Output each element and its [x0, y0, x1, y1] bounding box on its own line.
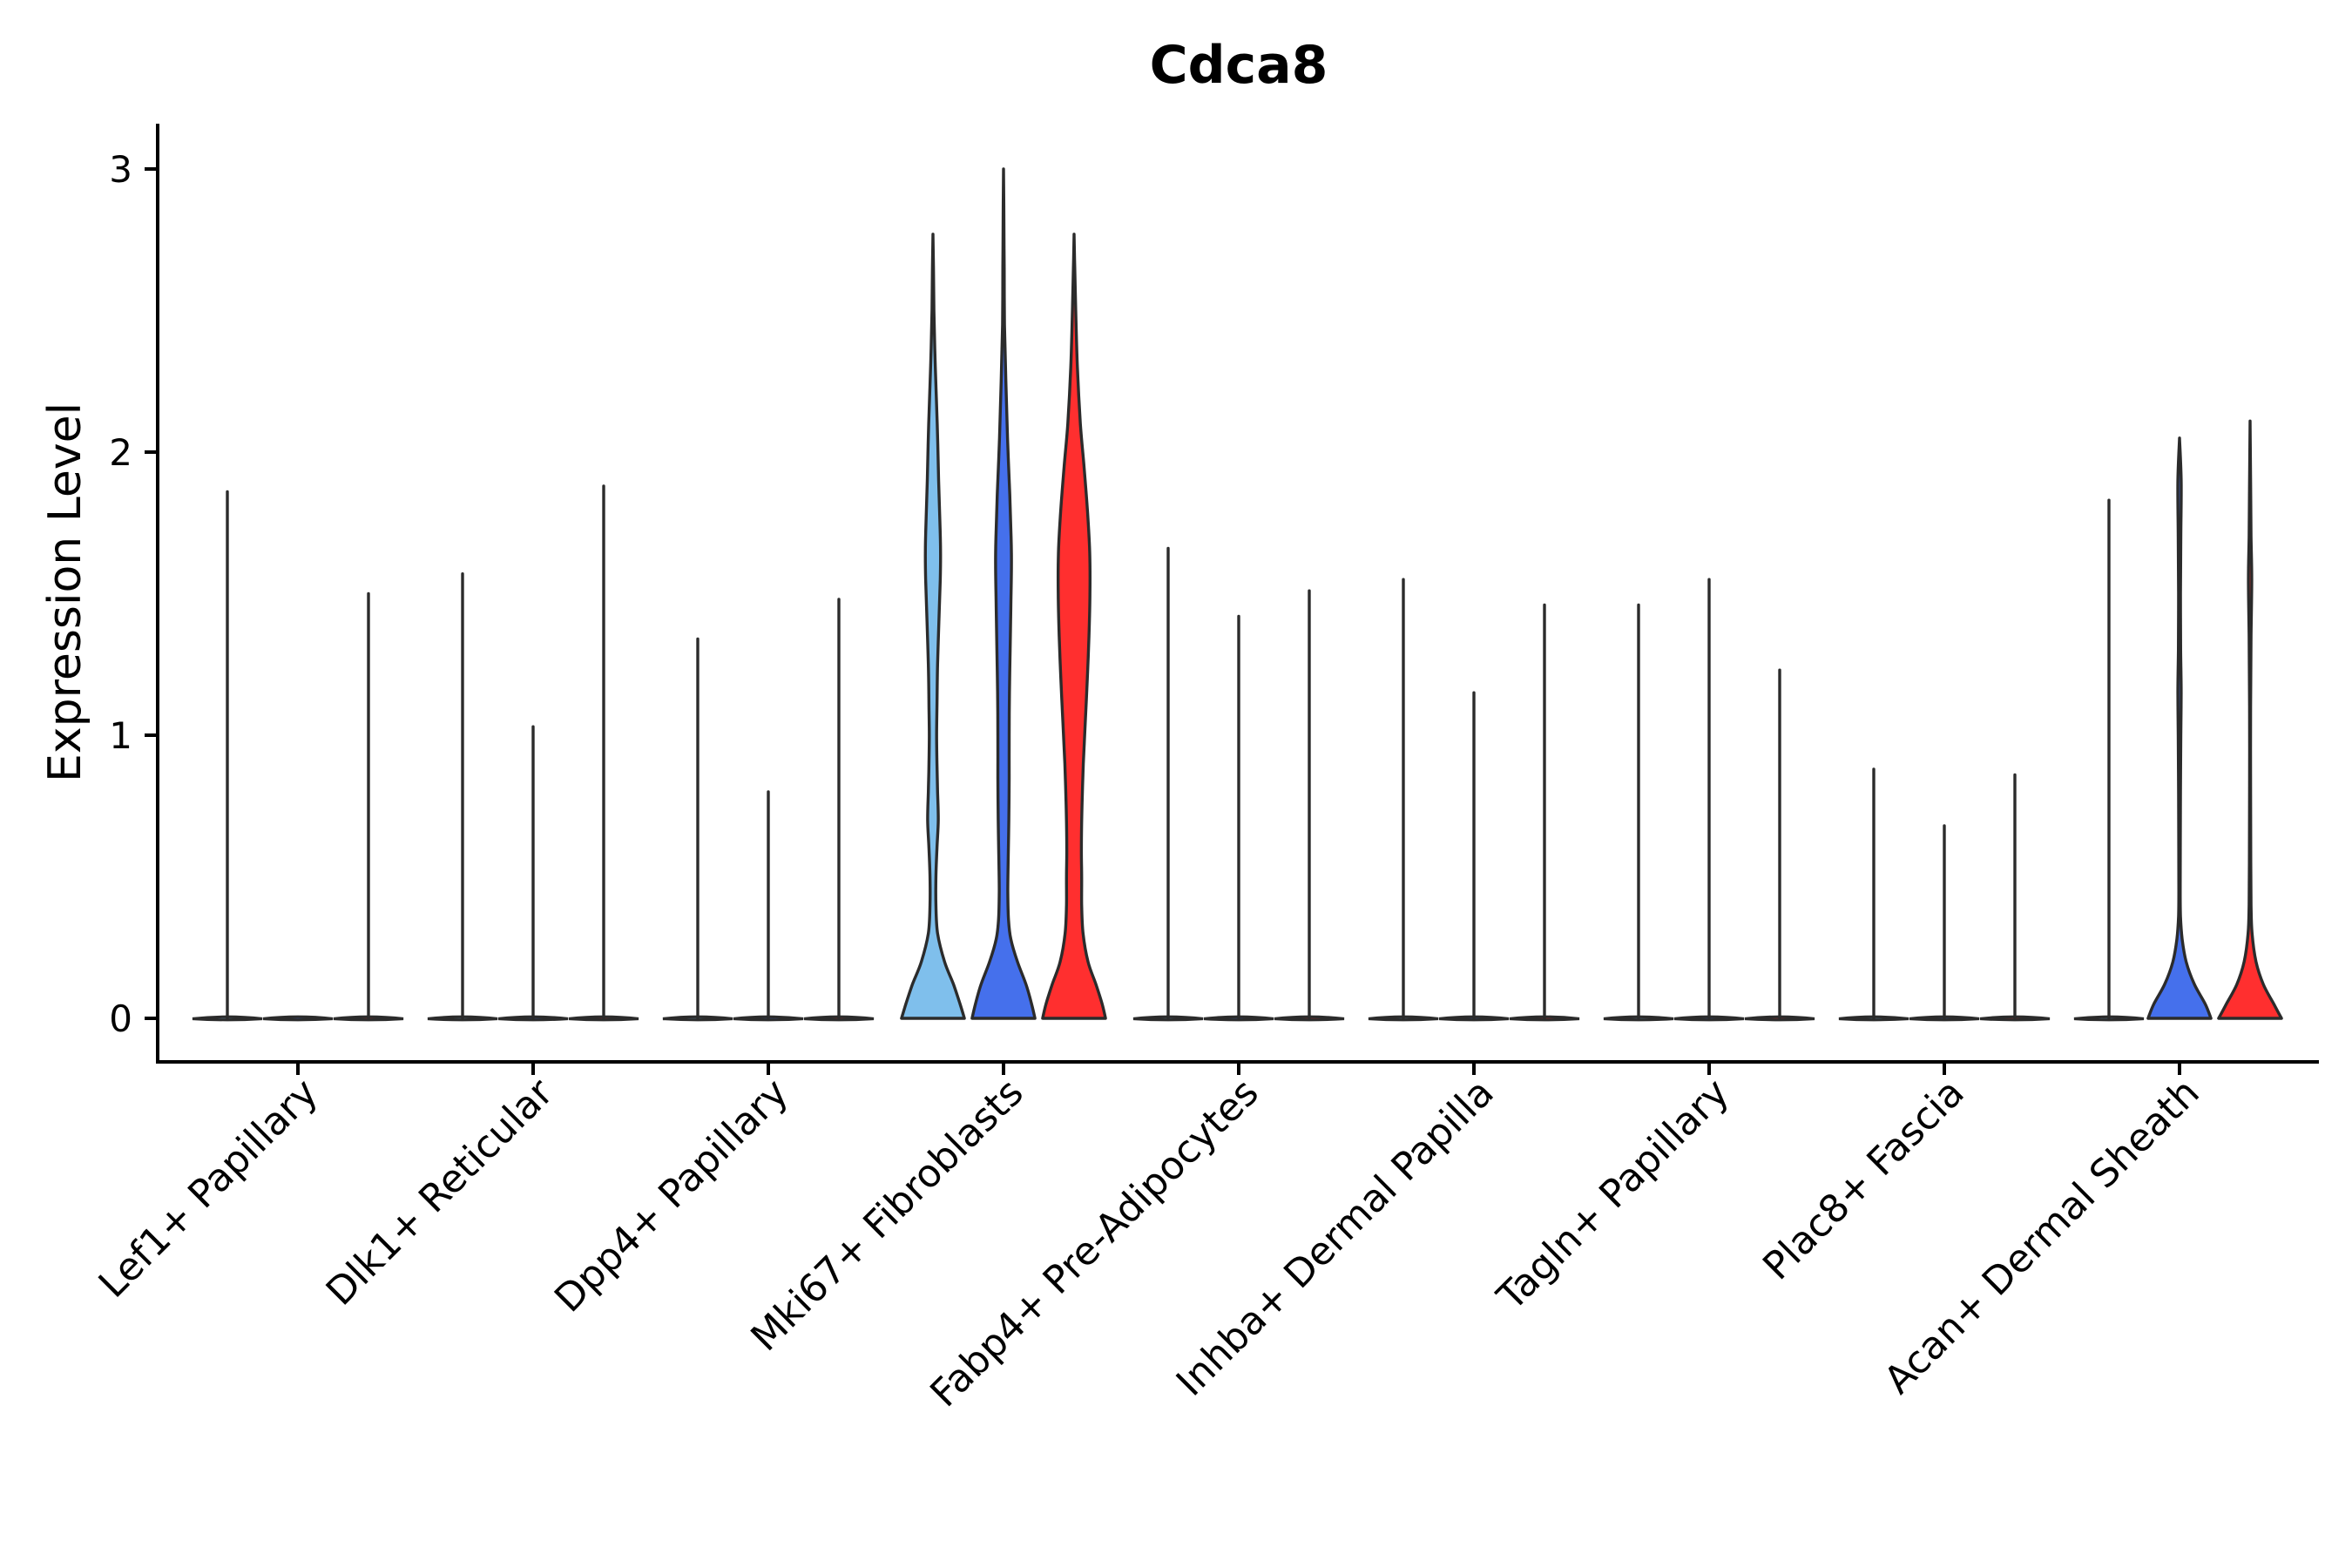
violin-mki67-fibroblasts-group-1: [900, 233, 966, 1020]
violin-tagln-papillary-group-3: [1744, 668, 1815, 1022]
violin-dlk1-reticular-group-3: [568, 484, 639, 1022]
violin-tagln-papillary-group-1: [1603, 603, 1674, 1022]
x-tick-label: Plac8+ Fascia: [1754, 1071, 1973, 1289]
x-tick-label: Dlk1+ Reticular: [318, 1070, 563, 1315]
violin-lef1-papillary-group-3: [333, 591, 404, 1022]
violin-fabp4-pre-adipocytes-group-2: [1203, 614, 1274, 1022]
x-tick-label: Tagln+ Papillary: [1489, 1071, 1738, 1320]
violin-lef1-papillary-group-1: [192, 490, 263, 1022]
y-tick-label: 3: [109, 148, 132, 191]
violin-fabp4-pre-adipocytes-group-1: [1132, 546, 1204, 1022]
x-tick-label: Lef1+ Papillary: [91, 1071, 327, 1307]
violin-plac8-fascia-group-3: [1979, 773, 2051, 1022]
y-tick-labels: 0 1 2 3: [109, 148, 132, 1040]
violin-acan-dermal-sheath-group-1: [2073, 498, 2145, 1022]
violin-dpp4-papillary-group-1: [662, 637, 733, 1022]
violin-plac8-fascia-group-2: [1909, 824, 1980, 1022]
violin-plac8-fascia-group-1: [1838, 767, 1909, 1022]
violin-inhba-dermal-papilla-group-2: [1438, 691, 1510, 1022]
violin-dpp4-papillary-group-2: [733, 790, 804, 1022]
violin-dlk1-reticular-group-2: [497, 725, 569, 1022]
violin-fabp4-pre-adipocytes-group-3: [1274, 589, 1345, 1022]
violin-acan-dermal-sheath-group-3: [2217, 419, 2283, 1020]
x-tick-label: Dpp4+ Papillary: [546, 1071, 797, 1321]
violin-dlk1-reticular-group-1: [427, 572, 498, 1022]
violin-lef1-papillary-group-2: [262, 1015, 334, 1022]
violin-tagln-papillary-group-2: [1673, 578, 1745, 1022]
chart-title: Cdca8: [1150, 35, 1328, 96]
violin-mki67-fibroblasts-group-3: [1041, 233, 1107, 1020]
violin-layer: [192, 167, 2283, 1022]
violin-acan-dermal-sheath-group-2: [2146, 436, 2213, 1020]
y-tick-label: 0: [109, 997, 132, 1040]
y-axis-label: Expression Level: [39, 402, 91, 782]
violin-inhba-dermal-papilla-group-1: [1368, 578, 1439, 1022]
violin-mki67-fibroblasts-group-2: [970, 167, 1037, 1020]
tick-layer: [145, 167, 2181, 1075]
violin-inhba-dermal-papilla-group-3: [1509, 603, 1580, 1022]
violin-dpp4-papillary-group-3: [803, 598, 875, 1022]
y-tick-label: 1: [109, 714, 132, 757]
y-tick-label: 2: [109, 431, 132, 474]
